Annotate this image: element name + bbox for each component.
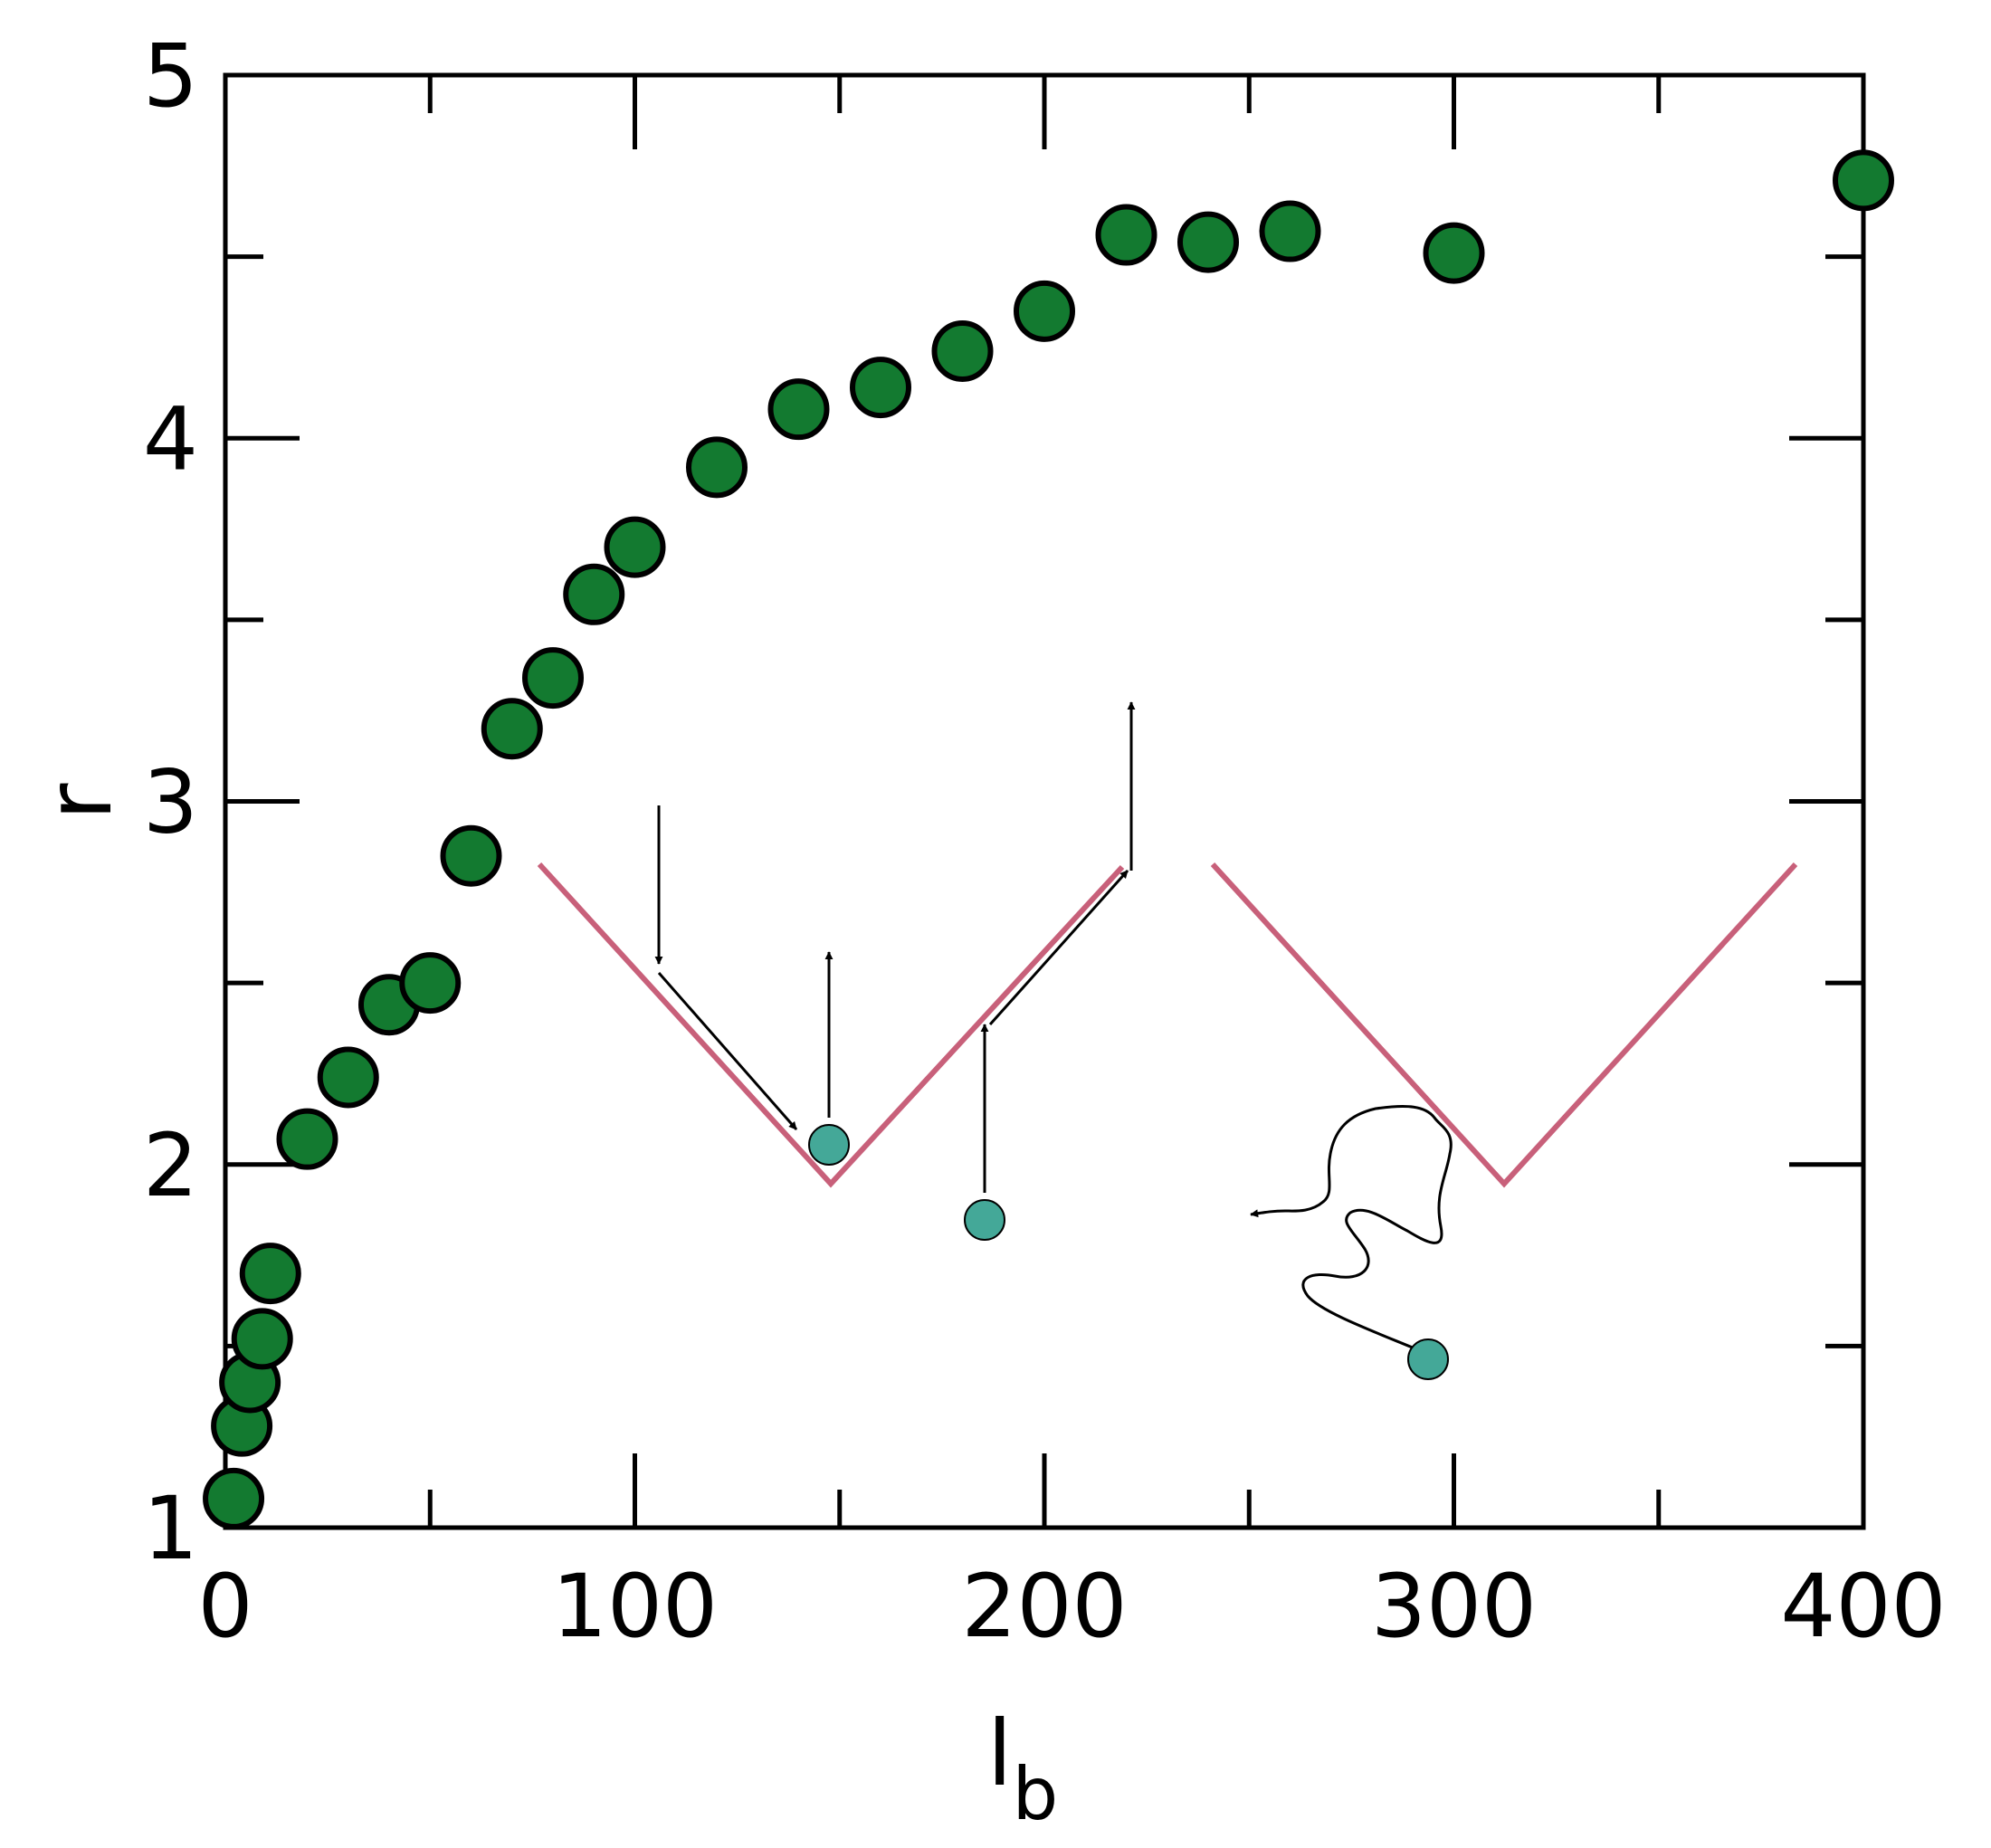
data-point-0 (203, 1467, 265, 1529)
diagonal-arrow-up (988, 870, 1129, 1025)
data-point-12 (563, 563, 625, 625)
particle-2 (964, 1199, 1005, 1241)
data-point-5 (276, 1108, 338, 1170)
data-point-13 (604, 516, 666, 578)
data-point-23 (1833, 149, 1894, 212)
y-tick-label-2: 3 (143, 752, 198, 853)
particle-1 (808, 1124, 850, 1166)
data-point-3 (231, 1308, 293, 1370)
data-point-21 (1259, 200, 1321, 262)
x-tick-label-1: 100 (552, 1556, 718, 1657)
data-point-18 (1014, 280, 1075, 342)
v-potential-line-right (1210, 862, 1798, 1188)
ticks (223, 72, 1866, 1530)
data-point-15 (767, 378, 830, 441)
x-tick-label-3: 300 (1371, 1556, 1537, 1657)
y-tick-label-4: 5 (143, 25, 198, 127)
particle-3 (1407, 1338, 1449, 1380)
y-tick-label-3: 4 (143, 388, 198, 490)
data-point-10 (481, 698, 543, 760)
data-point-22 (1423, 222, 1485, 284)
y-axis-title: r (26, 783, 132, 821)
y-tick-label-0: 1 (143, 1478, 198, 1579)
x-tick-label-4: 400 (1780, 1556, 1946, 1657)
x-axis-title: lb (987, 1700, 1059, 1836)
x-tick-label-2: 200 (961, 1556, 1127, 1657)
tick-labels: 0 100 200 300 400 1 2 3 4 5 (143, 25, 1947, 1657)
v-potential-line-left (537, 862, 1125, 1188)
data-point-8 (399, 952, 462, 1014)
data-point-17 (931, 319, 994, 382)
data-point-16 (850, 357, 911, 419)
diagonal-arrow-down (657, 972, 798, 1130)
data-point-4 (239, 1243, 301, 1305)
y-tick-label-1: 2 (143, 1115, 198, 1216)
random-walk-path (1250, 1104, 1453, 1352)
inset-illustration (537, 701, 1798, 1380)
data-points (203, 149, 1894, 1529)
data-point-6 (317, 1046, 379, 1109)
x-axis-title-main: l (987, 1700, 1013, 1806)
data-point-19 (1095, 204, 1157, 266)
x-tick-label-0: 0 (197, 1556, 252, 1657)
data-point-14 (686, 436, 748, 499)
data-point-9 (440, 824, 502, 887)
data-point-20 (1177, 211, 1239, 273)
data-point-11 (522, 647, 584, 710)
x-axis-title-subscript: b (1013, 1752, 1059, 1836)
